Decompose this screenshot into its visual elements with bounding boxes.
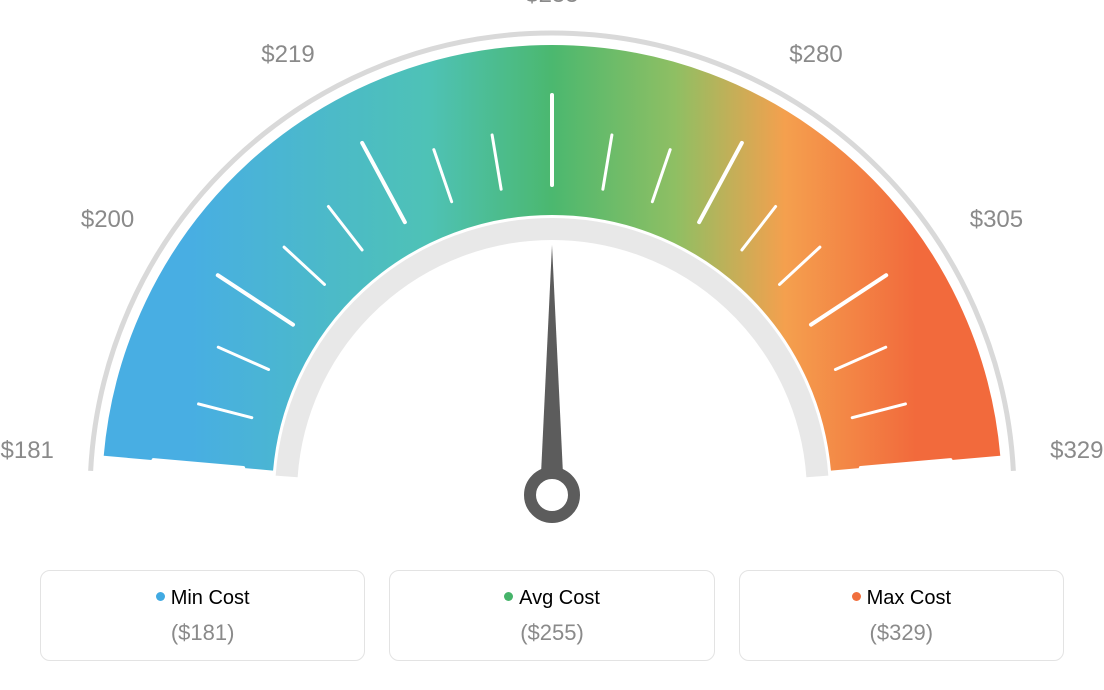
min-cost-value: ($181) <box>51 620 354 646</box>
max-cost-title: Max Cost <box>750 587 1053 610</box>
avg-cost-label: Avg Cost <box>519 587 600 609</box>
dot-icon <box>504 592 513 601</box>
avg-cost-card: Avg Cost ($255) <box>389 570 714 661</box>
gauge-tick-label: $181 <box>1 437 54 465</box>
dot-icon <box>852 592 861 601</box>
gauge-svg <box>0 0 1104 560</box>
min-cost-label: Min Cost <box>171 587 250 609</box>
gauge-tick-label: $255 <box>525 0 578 9</box>
gauge-tick-label: $219 <box>261 41 314 69</box>
min-cost-card: Min Cost ($181) <box>40 570 365 661</box>
avg-cost-value: ($255) <box>400 620 703 646</box>
max-cost-card: Max Cost ($329) <box>739 570 1064 661</box>
max-cost-label: Max Cost <box>867 587 951 609</box>
cost-gauge: $181 $200 $219 $255 $280 $305 $329 <box>0 0 1104 560</box>
min-cost-title: Min Cost <box>51 587 354 610</box>
gauge-tick-label: $280 <box>789 41 842 69</box>
dot-icon <box>156 592 165 601</box>
gauge-tick-label: $329 <box>1050 437 1103 465</box>
max-cost-value: ($329) <box>750 620 1053 646</box>
avg-cost-title: Avg Cost <box>400 587 703 610</box>
summary-cards: Min Cost ($181) Avg Cost ($255) Max Cost… <box>0 570 1104 661</box>
gauge-tick-label: $200 <box>81 206 134 234</box>
gauge-tick-label: $305 <box>970 206 1023 234</box>
